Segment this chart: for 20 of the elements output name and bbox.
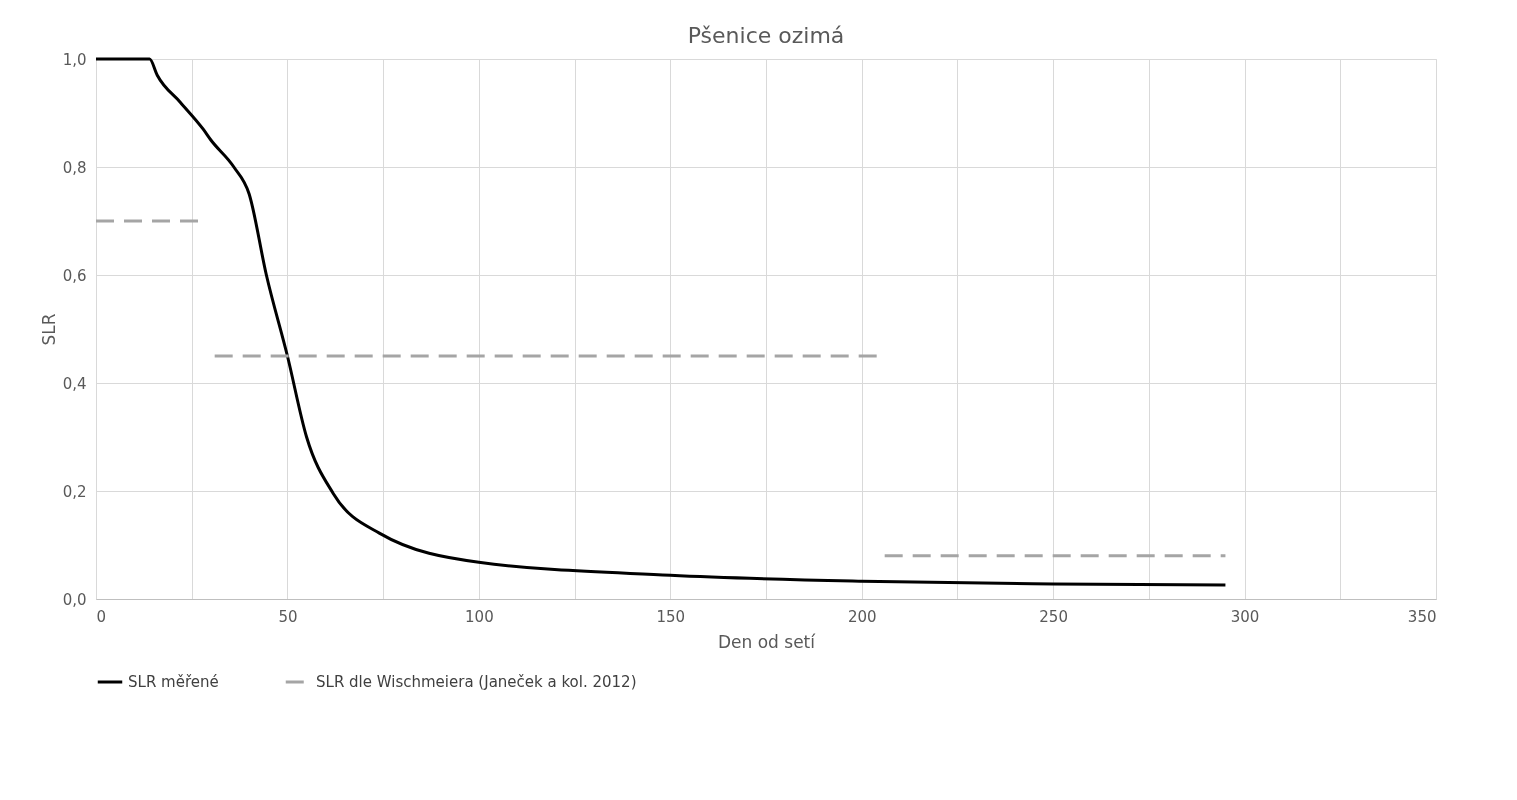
legend-label: SLR měřené <box>128 673 219 691</box>
x-tick-label: 100 <box>465 607 494 626</box>
y-tick-label: 0,4 <box>62 374 87 393</box>
x-tick-label: 150 <box>656 607 686 626</box>
x-tick-label: 350 <box>1407 607 1437 626</box>
y-tick-label: 0,2 <box>62 482 87 501</box>
x-tick-label: 300 <box>1230 607 1260 626</box>
chart-title: Pšenice ozimá <box>687 23 845 48</box>
y-tick-label: 0,6 <box>62 266 87 285</box>
y-axis-title: SLR <box>38 313 59 346</box>
line-series <box>94 57 1227 587</box>
y-tick-label: 1,0 <box>62 50 87 69</box>
y-tick-label: 0,8 <box>62 158 87 177</box>
legend-label: SLR dle Wischmeiera (Janeček a kol. 2012) <box>316 673 637 691</box>
x-tick-label: 50 <box>278 607 298 626</box>
x-tick-label: 0 <box>96 607 107 626</box>
y-tick-label: 0,0 <box>62 590 87 609</box>
x-axis-title: Den od setí <box>717 631 817 652</box>
x-tick-label: 250 <box>1039 607 1068 626</box>
x-tick-label: 200 <box>847 607 877 626</box>
